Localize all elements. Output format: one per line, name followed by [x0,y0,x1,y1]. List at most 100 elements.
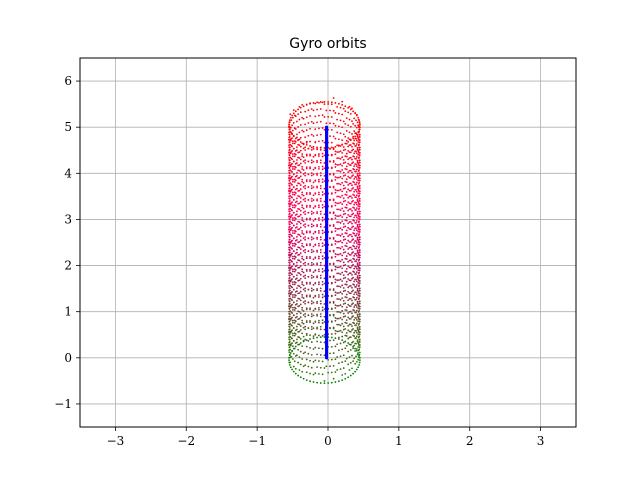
orbit-point [348,189,351,192]
orbit-point [334,307,337,309]
orbit-point [296,274,298,277]
orbit-point [321,206,324,209]
orbit-point [310,261,313,264]
orbit-point [342,175,345,177]
orbit-point [342,223,345,225]
orbit-point [342,290,345,293]
orbit-point [342,200,345,203]
orbit-point [305,193,308,196]
orbit-point [288,246,290,249]
orbit-point [289,203,292,205]
orbit-point [341,152,344,154]
red-ring-point [297,108,300,111]
orbit-point [293,360,296,363]
orbit-point [310,213,313,215]
orbit-point [355,214,357,217]
orbit-point [312,194,315,197]
orbit-point [355,309,358,312]
orbit-point [358,187,361,190]
orbit-point [347,278,350,280]
orbit-point [355,232,358,235]
orbit-point [321,127,324,129]
orbit-point [290,247,293,250]
red-ring-point [358,123,361,126]
orbit-point [341,126,344,129]
orbit-point [356,225,359,228]
orbit-point [341,258,344,261]
orbit-point [337,336,340,339]
orbit-point [318,114,320,117]
orbit-point [312,181,315,184]
orbit-point [293,281,296,283]
orbit-point [356,198,359,201]
orbit-point [319,197,322,200]
orbit-point [316,313,318,316]
orbit-point [296,171,298,174]
orbit-point [316,174,318,176]
orbit-point [358,249,361,251]
orbit-point [355,216,358,219]
orbit-point [354,124,357,127]
orbit-point [312,237,315,240]
orbit-point [349,182,352,185]
orbit-point [352,148,355,151]
y-tick-label: 0 [64,351,72,365]
orbit-point [302,181,305,184]
orbit-point [302,156,305,159]
orbit-point [352,225,355,228]
orbit-point [305,358,308,361]
orbit-point [293,321,296,324]
orbit-point [309,308,311,311]
orbit-point [358,341,361,343]
orbit-point [330,231,333,234]
red-ring-point [294,137,297,140]
orbit-point [334,166,337,168]
orbit-point [349,285,352,287]
orbit-point [334,345,337,348]
orbit-point [358,274,361,277]
orbit-point [291,358,294,360]
x-tick-label: 2 [466,434,474,448]
orbit-point [291,204,294,207]
orbit-point [290,298,293,301]
orbit-point [310,289,313,292]
orbit-point [357,330,360,333]
orbit-point [351,145,353,148]
orbit-point [319,313,322,315]
orbit-point [304,328,307,331]
orbit-point [355,253,357,255]
orbit-point [356,146,359,149]
orbit-point [288,244,291,246]
orbit-point [319,161,322,164]
red-ring-point [323,100,326,103]
orbit-point [358,318,361,321]
orbit-point [344,161,347,164]
orbit-point [351,213,353,216]
orbit-point [291,140,294,143]
orbit-point [291,191,294,194]
orbit-point [307,224,310,227]
orbit-point [341,228,344,231]
orbit-point [310,251,313,254]
orbit-point [355,126,358,129]
orbit-point [358,216,361,218]
orbit-point [354,311,357,314]
orbit-point [307,109,310,112]
orbit-point [316,262,318,265]
orbit-point [358,271,361,274]
green-ring-point [302,377,305,380]
orbit-point [304,251,307,254]
orbit-point [299,337,302,340]
orbit-point [319,249,322,251]
orbit-point [357,227,360,230]
orbit-point [296,146,298,149]
orbit-point [342,107,345,110]
orbit-point [330,244,333,247]
orbit-point [305,167,308,170]
orbit-point [301,116,304,119]
orbit-point [345,283,348,286]
orbit-point [332,263,335,266]
orbit-point [293,255,296,258]
orbit-point [309,244,311,247]
orbit-point [337,151,340,153]
